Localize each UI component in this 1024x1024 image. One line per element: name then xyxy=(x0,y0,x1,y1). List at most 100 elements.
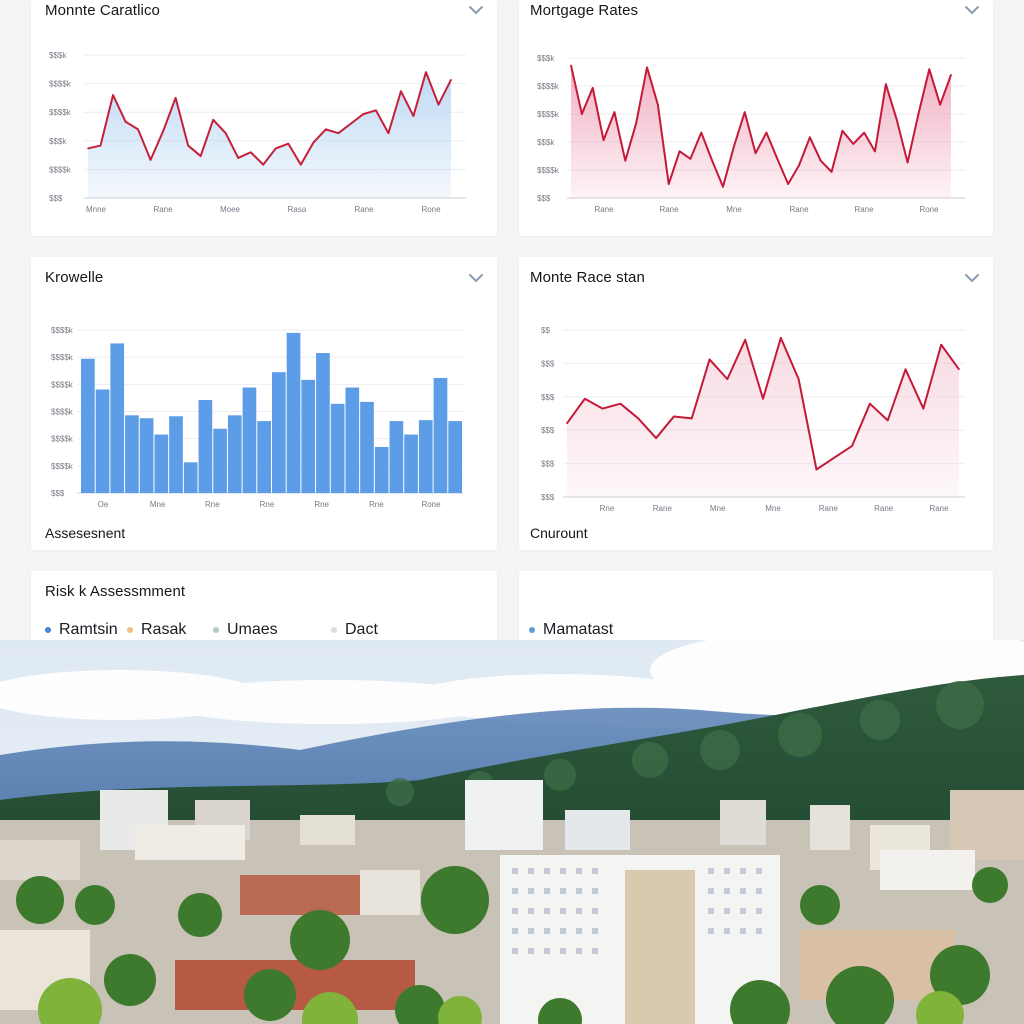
data-point xyxy=(798,164,800,167)
data-point xyxy=(906,161,909,164)
legend-item[interactable]: Ramtsin xyxy=(45,621,118,639)
panel-mortgage-rates: Mortgage Rates $$$k $$$$k $$$$k $$$k $$$$k $$… xyxy=(519,0,993,236)
data-point xyxy=(274,147,277,150)
x-tick-label: Mne xyxy=(150,500,166,509)
x-tick-label: Rane xyxy=(653,504,673,513)
data-point xyxy=(637,417,640,420)
legend-dot-icon xyxy=(45,627,51,633)
x-tick-label: Rne xyxy=(314,500,329,509)
data-point xyxy=(809,136,811,139)
y-tick-label: $$$k xyxy=(537,54,555,63)
data-point xyxy=(895,118,898,121)
data-point xyxy=(162,130,164,133)
x-tick-label: Rone xyxy=(421,205,441,214)
data-point xyxy=(646,66,648,69)
x-tick-label: Mne xyxy=(710,504,726,513)
data-point xyxy=(928,68,931,70)
y-tick-label: $$$$k xyxy=(537,166,560,175)
bar xyxy=(198,399,213,493)
y-tick-label: $$$$k xyxy=(51,380,74,389)
legend-label: Dact xyxy=(345,621,378,638)
data-point xyxy=(619,402,622,405)
data-point xyxy=(869,402,871,405)
bar xyxy=(125,415,139,493)
data-point xyxy=(602,139,605,141)
data-point xyxy=(450,78,452,81)
risk-legend-row: Ramtsin Rasak Umaes Dact xyxy=(45,621,485,638)
y-tick-label: $$$ xyxy=(541,359,555,368)
y-tick-label: $$$$k xyxy=(51,408,74,417)
x-tick-label: Rane xyxy=(874,504,894,513)
chevron-down-icon[interactable] xyxy=(963,3,981,17)
x-tick-label: Rne xyxy=(205,500,220,509)
legend-label: Ramtsin xyxy=(59,621,118,638)
data-point xyxy=(904,368,907,371)
data-point xyxy=(400,90,402,93)
chevron-down-icon[interactable] xyxy=(467,271,485,285)
chevron-down-icon[interactable] xyxy=(467,3,485,17)
series-line xyxy=(570,65,952,188)
y-tick-label: $$$ xyxy=(541,460,555,469)
legend-dot-icon xyxy=(213,627,219,633)
x-tick-label: Rane xyxy=(819,504,839,513)
bar xyxy=(169,416,183,493)
legend-item[interactable]: Mamatast xyxy=(529,621,613,639)
data-point xyxy=(362,113,365,115)
bar xyxy=(418,420,433,493)
data-point xyxy=(815,468,818,471)
y-tick-label: $$$ xyxy=(541,493,555,502)
bar xyxy=(154,434,169,493)
panel-title: Krowelle xyxy=(45,269,104,286)
bar xyxy=(316,353,330,493)
data-point xyxy=(722,186,724,188)
y-tick-label: $$$$k xyxy=(51,353,74,362)
data-point xyxy=(337,132,340,134)
data-point xyxy=(635,122,637,125)
y-tick-label: $$$ xyxy=(49,194,63,203)
area-fill xyxy=(571,65,951,198)
data-point xyxy=(212,119,214,121)
data-point xyxy=(689,158,692,160)
data-point xyxy=(350,122,352,125)
bar xyxy=(360,401,374,493)
chevron-down-icon[interactable] xyxy=(963,271,981,285)
y-tick-label: $$$ xyxy=(541,393,555,402)
panel-footer-label: Assesesnent xyxy=(45,525,126,541)
data-point xyxy=(224,132,227,134)
bar xyxy=(286,332,301,493)
data-point xyxy=(312,141,315,144)
data-point xyxy=(886,419,889,422)
bar xyxy=(257,421,271,493)
data-point xyxy=(830,171,833,173)
data-point xyxy=(566,422,568,425)
data-point xyxy=(776,158,779,160)
x-tick-label: Rone xyxy=(421,500,441,509)
data-point xyxy=(287,142,290,145)
data-point xyxy=(584,397,586,400)
legend-item[interactable]: Rasak xyxy=(127,621,186,639)
x-tick-label: Rasa xyxy=(288,205,307,214)
x-tick-label: Rane xyxy=(854,205,874,214)
data-point xyxy=(922,407,925,410)
data-point xyxy=(99,144,102,147)
legend-item[interactable]: Umaes xyxy=(213,621,278,639)
y-tick-label: $$ xyxy=(541,326,550,335)
y-tick-label: $$$k xyxy=(49,51,67,60)
bar xyxy=(95,389,110,493)
x-tick-label: Mne xyxy=(765,504,781,513)
data-point xyxy=(124,120,127,123)
x-tick-label: Oe xyxy=(98,500,109,509)
y-tick-label: $$$$k xyxy=(51,462,74,471)
x-tick-label: Rane xyxy=(354,205,374,214)
panel-title: Mortgage Rates xyxy=(530,2,639,19)
legend-item[interactable]: Dact xyxy=(331,621,378,639)
bar xyxy=(242,387,257,493)
data-point xyxy=(112,94,114,96)
bar xyxy=(110,343,125,493)
data-point xyxy=(787,183,789,185)
data-point xyxy=(187,144,189,147)
y-tick-label: $$$$k xyxy=(537,82,560,91)
legend-label: Umaes xyxy=(227,621,278,638)
data-point xyxy=(237,157,240,159)
data-point xyxy=(657,103,659,106)
